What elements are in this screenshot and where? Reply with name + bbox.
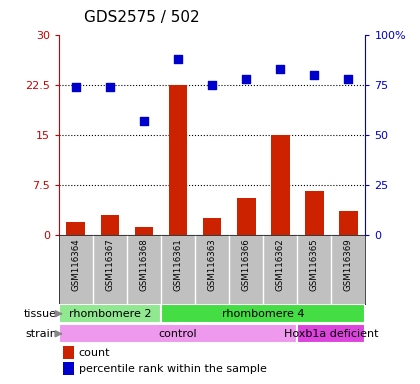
Point [277,66,284,72]
Point [243,76,249,82]
Bar [339,212,358,235]
Bar [203,218,221,235]
FancyBboxPatch shape [161,304,365,323]
Text: GSM116367: GSM116367 [105,238,114,291]
Text: GSM116369: GSM116369 [344,238,353,291]
Text: Hoxb1a deficient: Hoxb1a deficient [284,329,378,339]
Text: GSM116363: GSM116363 [207,238,217,291]
Text: control: control [159,329,197,339]
Bar [63,362,74,375]
Point [345,76,352,82]
Text: rhombomere 2: rhombomere 2 [68,309,151,319]
FancyBboxPatch shape [59,304,161,323]
Point [209,81,215,88]
Point [107,84,113,90]
Bar [169,84,187,235]
Point [175,56,181,62]
FancyBboxPatch shape [59,324,297,343]
Bar [271,135,290,235]
Point [73,84,79,90]
Point [311,71,318,78]
FancyBboxPatch shape [297,324,365,343]
Text: strain: strain [25,329,57,339]
Bar [66,222,85,235]
Text: GSM116365: GSM116365 [310,238,319,291]
Text: GSM116366: GSM116366 [241,238,251,291]
Bar [237,198,255,235]
Text: GSM116364: GSM116364 [71,238,80,291]
Point [141,118,147,124]
Text: GDS2575 / 502: GDS2575 / 502 [84,10,200,25]
Bar [100,215,119,235]
Bar [63,346,74,359]
Bar [134,227,153,235]
Text: GSM116368: GSM116368 [139,238,148,291]
Text: GSM116362: GSM116362 [276,238,285,291]
Text: tissue: tissue [24,309,57,319]
Text: rhombomere 4: rhombomere 4 [222,309,304,319]
Bar [305,192,324,235]
Text: GSM116361: GSM116361 [173,238,183,291]
Text: percentile rank within the sample: percentile rank within the sample [79,364,267,374]
Text: count: count [79,348,110,358]
